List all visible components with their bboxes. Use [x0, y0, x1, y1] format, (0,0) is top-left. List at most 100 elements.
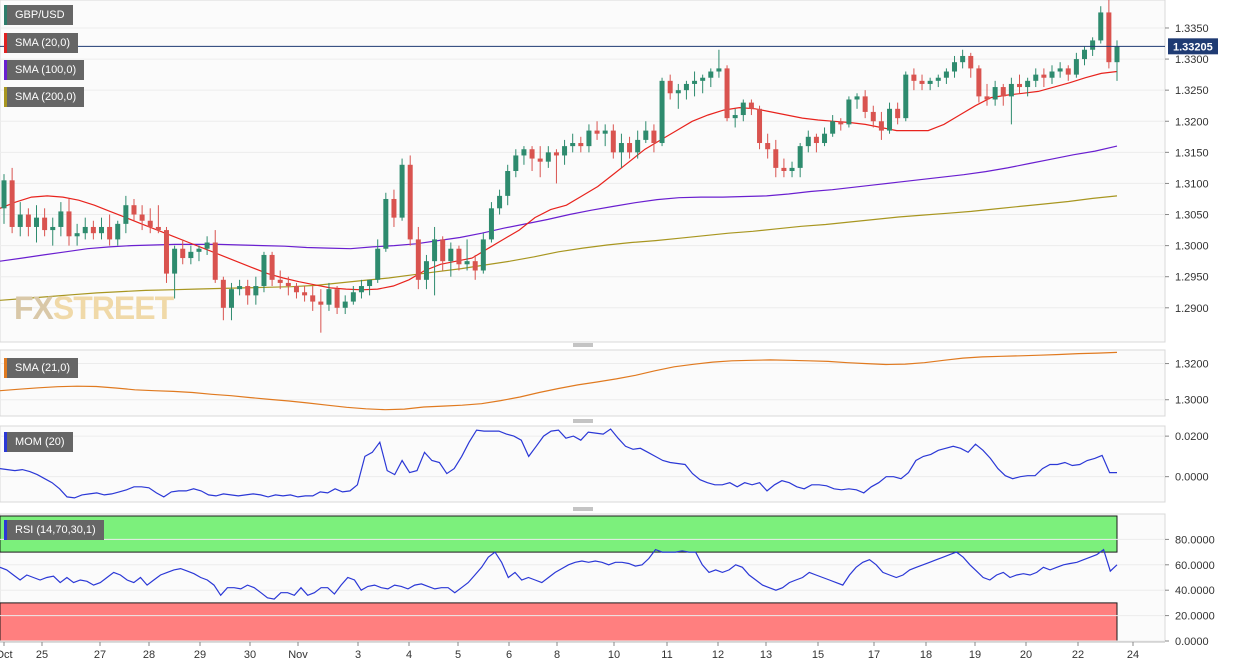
candle [822, 127, 828, 147]
candle-body [692, 80, 698, 84]
legend-rsi[interactable]: RSI (14,70,30,1) [4, 520, 104, 540]
candle [432, 226, 438, 296]
x-tick-label: 28 [143, 649, 155, 661]
candle-body [919, 80, 925, 84]
y-tick-label: 1.3200 [1175, 359, 1209, 371]
candle [1082, 46, 1088, 66]
candle-body [212, 242, 218, 280]
candle [277, 270, 283, 290]
candle-body [115, 223, 121, 240]
candle-body [237, 286, 243, 290]
legend-label: SMA (100,0) [15, 64, 77, 76]
y-tick-label: 1.3050 [1175, 210, 1209, 222]
candle [285, 276, 291, 296]
candle-body [854, 96, 860, 100]
candle [757, 105, 763, 150]
candle-body [204, 242, 210, 249]
candle [25, 208, 31, 237]
candle-body [586, 130, 592, 147]
candle-body [1025, 80, 1031, 88]
rsi-oversold-zone [0, 602, 1118, 642]
candle [813, 133, 819, 153]
candle-body [155, 226, 161, 231]
candle [1025, 77, 1031, 97]
candle [107, 214, 113, 246]
candle-body [302, 292, 308, 296]
legend-swatch [4, 520, 7, 540]
candle [627, 136, 633, 159]
candle [334, 286, 340, 315]
candle [968, 52, 974, 78]
legend-swatch [4, 5, 7, 25]
legend-gbpusd[interactable]: GBP/USD [4, 5, 73, 25]
candle-body [318, 301, 324, 305]
candle [594, 121, 600, 140]
candle-body [310, 295, 316, 302]
candle-body [497, 195, 503, 209]
candle-body [269, 254, 275, 280]
candle [1073, 52, 1079, 78]
candle-body [984, 96, 990, 100]
date-axis: Oct 25 27 28 29 30 Nov 3 4 5 6 8 10 11 12 13 15 17 18 19 20 2… [0, 641, 1165, 661]
y-tick-label: 1.3350 [1175, 23, 1209, 35]
x-tick-label: Oct [0, 649, 13, 661]
candle-body [90, 226, 96, 234]
candle-body [399, 164, 405, 218]
candle [220, 276, 226, 321]
candle [862, 90, 868, 119]
candle-body [391, 198, 397, 218]
candle [1098, 6, 1104, 44]
y-tick-label: 1.3000 [1175, 241, 1209, 253]
legend-mom[interactable]: MOM (20) [4, 432, 73, 452]
candle-body [1017, 83, 1023, 88]
candle [90, 220, 96, 240]
candle [131, 198, 137, 221]
candle-body [773, 149, 779, 168]
legend-label: SMA (20,0) [15, 37, 71, 49]
candle [1, 174, 7, 224]
legend-sma20[interactable]: SMA (20,0) [4, 33, 79, 53]
candle [42, 208, 48, 237]
y-tick-label: 20.0000 [1175, 611, 1215, 623]
legend-sma21[interactable]: SMA (21,0) [4, 358, 79, 378]
candle-body [700, 77, 706, 81]
momentum-panel[interactable]: 0.0200 0.0000 [0, 419, 1209, 503]
rsi-panel[interactable]: 80.0000 60.0000 40.0000 20.0000 0.0000 [0, 507, 1215, 648]
candle-body [976, 68, 982, 97]
candle [66, 198, 72, 246]
sma100-line [0, 145, 1118, 262]
candle [846, 96, 852, 128]
candle [887, 102, 893, 134]
candle-body [423, 261, 429, 280]
legend-sma100[interactable]: SMA (100,0) [4, 60, 85, 80]
candle-body [17, 214, 23, 227]
candle-body [358, 286, 364, 293]
candle-body [42, 217, 48, 231]
x-tick-label: 13 [760, 649, 772, 661]
candle-body [326, 289, 332, 305]
candle-body [716, 68, 722, 72]
sma21-panel[interactable]: 1.3200 1.3000 [0, 343, 1209, 417]
x-tick-label: 17 [868, 649, 880, 661]
candle [342, 295, 348, 315]
last-price-label: 1.33205 [1173, 41, 1213, 53]
legend-sma200[interactable]: SMA (200,0) [4, 87, 85, 107]
candle-body [1106, 12, 1112, 63]
main-price-panel[interactable]: 1.3350 1.3300 1.3250 1.3200 1.3150 1.3100 1.30… [0, 0, 1218, 343]
sma21-line [0, 351, 1118, 411]
candle [172, 245, 178, 299]
candle-body [960, 55, 966, 63]
x-tick-label: 24 [1127, 649, 1139, 661]
candle [870, 105, 876, 128]
candle-body [789, 167, 795, 171]
candle-body [610, 130, 616, 153]
candle [423, 254, 429, 290]
candle-body [261, 254, 267, 287]
candle [748, 99, 754, 116]
legend-swatch [4, 60, 7, 80]
candle-body [1098, 12, 1104, 41]
candle-body [740, 102, 746, 116]
candle [147, 208, 153, 234]
candle-body [342, 301, 348, 308]
